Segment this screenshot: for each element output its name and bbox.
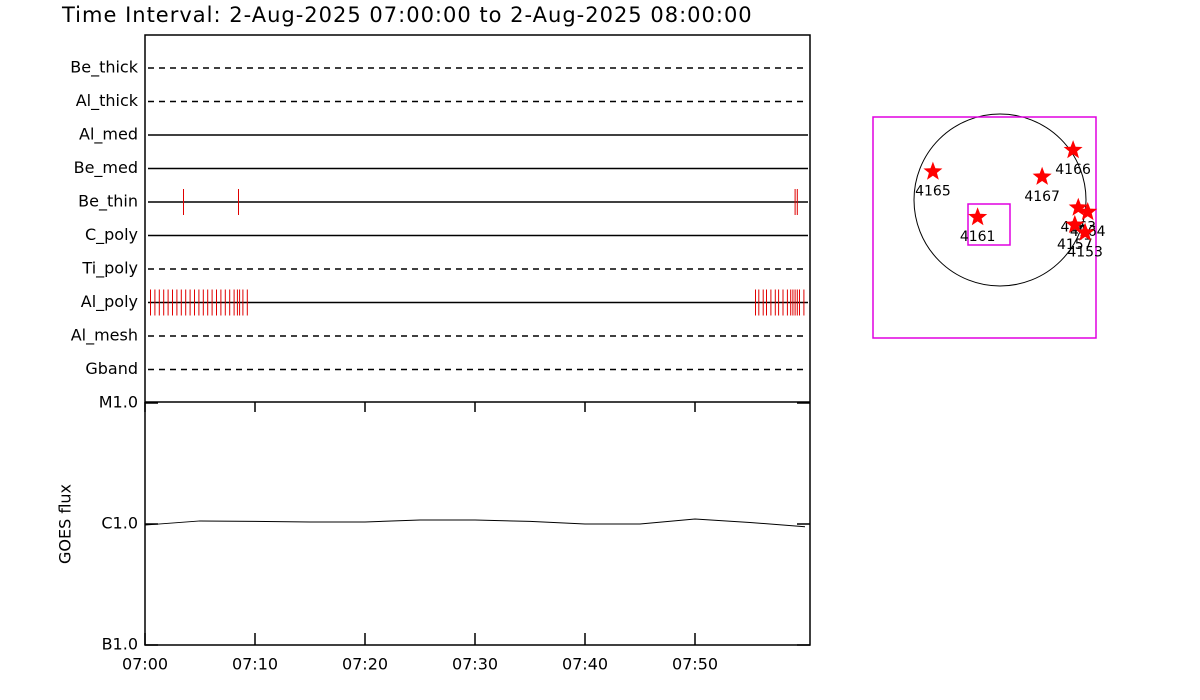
x-tick-label: 07:00: [122, 655, 168, 674]
flare-label: 4157: [1057, 237, 1093, 253]
row-label: Al_med: [79, 125, 138, 145]
row-label: Be_thick: [70, 58, 138, 78]
flare-label: 4166: [1055, 162, 1091, 178]
flare-star: [968, 207, 988, 226]
chart-title: Time Interval: 2-Aug-2025 07:00:00 to 2-…: [61, 3, 753, 27]
row-label: Al_poly: [81, 292, 138, 312]
row-label: Gband: [85, 359, 138, 378]
y-tick-label: M1.0: [99, 393, 138, 412]
y-tick-label: B1.0: [102, 635, 138, 654]
flare-label: 4167: [1024, 189, 1060, 205]
x-tick-label: 07:40: [562, 655, 608, 674]
solar-disk: [913, 113, 1087, 287]
fov-box: [872, 116, 1097, 339]
flare-star: [1063, 140, 1083, 159]
flare-star: [1032, 166, 1052, 185]
flux-line: [144, 518, 806, 528]
row-label: C_poly: [85, 225, 138, 245]
x-tick-label: 07:30: [452, 655, 498, 674]
row-label: Ti_poly: [81, 259, 138, 279]
flare-star: [1078, 202, 1098, 221]
flare-star: [1065, 214, 1085, 233]
y-axis-label: GOES flux: [56, 484, 75, 564]
flare-star: [1068, 197, 1088, 216]
row-label: Be_thin: [78, 192, 138, 212]
row-label: Al_mesh: [71, 326, 138, 346]
y-tick-label: C1.0: [101, 514, 138, 533]
row-label: Be_med: [74, 158, 138, 178]
x-tick-label: 07:50: [672, 655, 718, 674]
flare-label: 4153: [1067, 245, 1103, 261]
flare-star: [1075, 222, 1095, 241]
plot-frame: [144, 34, 811, 646]
x-tick-label: 07:20: [342, 655, 388, 674]
flare-label: 4161: [960, 229, 996, 245]
row-label: Al_thick: [76, 91, 139, 111]
x-tick-label: 07:10: [232, 655, 278, 674]
fov-box: [967, 203, 1011, 246]
flare-label: 4165: [915, 184, 951, 200]
flare-star: [923, 161, 943, 180]
